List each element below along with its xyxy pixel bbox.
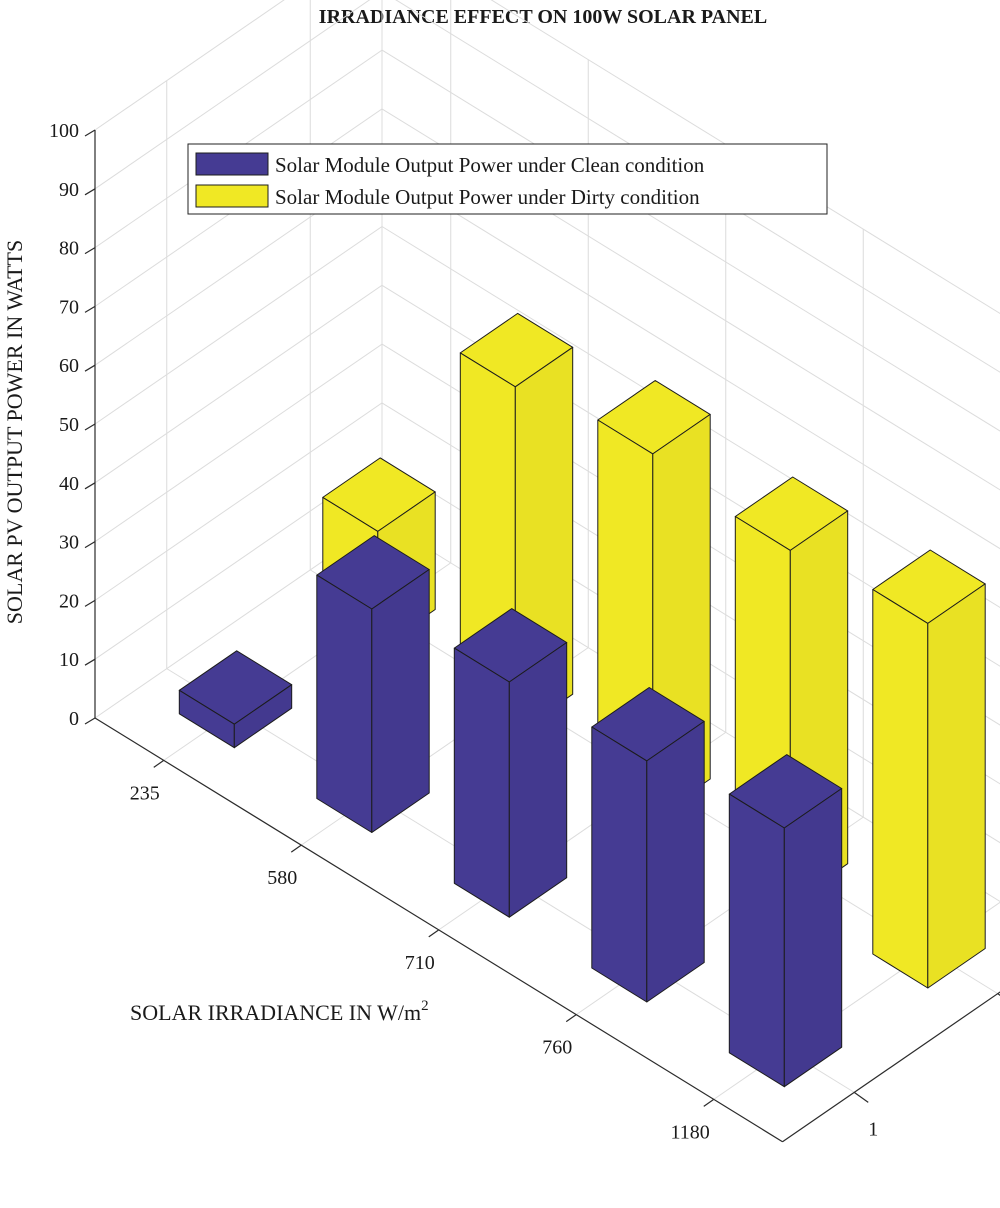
bar-clean — [317, 575, 372, 832]
x-tick-label: 580 — [267, 867, 297, 889]
bar-group — [317, 536, 429, 833]
grid-line-back-wall — [95, 285, 382, 483]
bar-dirty-side — [928, 584, 985, 988]
legend: Solar Module Output Power under Clean co… — [188, 144, 827, 214]
x-tick-label: 710 — [405, 952, 435, 974]
bar-clean — [454, 648, 509, 917]
z-tick-label: 40 — [59, 473, 79, 495]
x-tick-label: 1180 — [670, 1121, 709, 1143]
bar-dirty — [873, 590, 928, 989]
legend-swatch-clean — [196, 153, 268, 175]
z-tick-label: 20 — [59, 590, 79, 612]
x-tick-mark — [291, 845, 301, 852]
x-tick-mark — [429, 930, 439, 937]
depth-tick-label: 1 — [868, 1118, 878, 1140]
chart-title: IRRADIANCE EFFECT ON 100W SOLAR PANEL — [319, 6, 767, 28]
bar-clean-side — [509, 643, 566, 918]
x-axis-label-superscript: 2 — [421, 998, 429, 1014]
z-tick-label: 50 — [59, 414, 79, 436]
z-tick-label: 10 — [59, 649, 79, 671]
legend-label-dirty: Solar Module Output Power under Dirty co… — [275, 185, 700, 209]
x-axis-label: SOLAR IRRADIANCE IN W/m2 — [130, 998, 429, 1025]
z-tick-mark — [85, 542, 95, 548]
x-tick-mark — [566, 1015, 576, 1022]
z-tick-mark — [85, 483, 95, 489]
bar-group — [454, 609, 566, 918]
z-tick-mark — [85, 424, 95, 430]
bar-clean — [592, 727, 647, 1002]
bar-group — [592, 688, 704, 1003]
bar-group — [873, 550, 985, 988]
bar-clean — [729, 794, 784, 1087]
z-tick-mark — [85, 600, 95, 606]
grid-line-back-wall — [95, 227, 382, 425]
legend-swatch-dirty — [196, 185, 268, 207]
depth-tick-mark — [854, 1092, 868, 1102]
z-tick-label: 90 — [59, 179, 79, 201]
z-tick-label: 60 — [59, 355, 79, 377]
z-tick-mark — [85, 659, 95, 665]
z-tick-label: 80 — [59, 238, 79, 260]
legend-label-clean: Solar Module Output Power under Clean co… — [275, 153, 705, 177]
x-tick-mark — [704, 1099, 714, 1106]
z-tick-mark — [85, 130, 95, 136]
bar-group — [179, 651, 291, 748]
z-tick-label: 30 — [59, 532, 79, 554]
x-axis-label-text: SOLAR IRRADIANCE IN W/m — [130, 1000, 421, 1025]
y-axis-label: SOLAR PV OUTPUT POWER IN WATTS — [2, 240, 27, 624]
bar-clean-side — [372, 570, 429, 833]
x-tick-mark — [154, 760, 164, 767]
bar-group — [729, 755, 841, 1087]
z-tick-label: 70 — [59, 296, 79, 318]
z-tick-label: 100 — [49, 120, 79, 142]
bar-clean-side — [784, 789, 841, 1087]
bar-clean-side — [647, 721, 704, 1002]
z-tick-mark — [85, 306, 95, 312]
z-tick-mark — [85, 365, 95, 371]
z-tick-mark — [85, 248, 95, 254]
z-tick-mark — [85, 718, 95, 724]
x-tick-label: 235 — [130, 782, 160, 804]
z-tick-mark — [85, 189, 95, 195]
x-tick-label: 760 — [542, 1037, 572, 1059]
z-tick-label: 0 — [69, 708, 79, 730]
